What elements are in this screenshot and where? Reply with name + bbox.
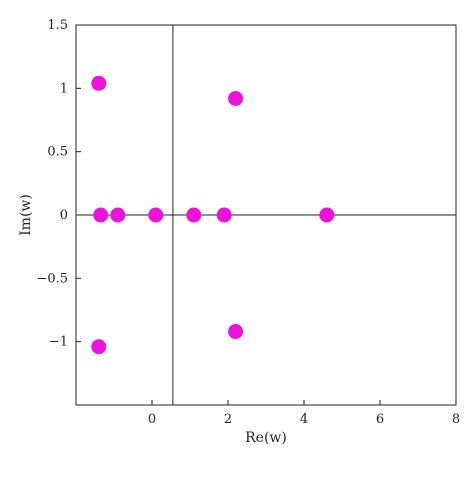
data-point <box>110 207 126 223</box>
y-tick-label: −1 <box>49 335 68 350</box>
x-tick-label: 4 <box>300 412 308 427</box>
data-point <box>93 207 109 223</box>
x-tick-label: 8 <box>452 412 460 427</box>
data-point <box>228 324 244 340</box>
x-tick-label: 0 <box>148 412 156 427</box>
y-tick-label: 1 <box>60 81 68 96</box>
y-tick-label: −0.5 <box>36 271 68 286</box>
x-tick-label: 2 <box>224 412 232 427</box>
y-tick-label: 0.5 <box>47 145 68 160</box>
data-points <box>91 75 335 355</box>
y-axis-ticks: −1 −0.5 0 0.5 1 1.5 <box>36 18 81 350</box>
y-tick-label: 1.5 <box>47 18 68 33</box>
data-point <box>216 207 232 223</box>
y-axis-title: Im(w) <box>18 194 34 236</box>
data-point <box>319 207 335 223</box>
x-axis-title: Re(w) <box>245 430 287 446</box>
data-point <box>91 75 107 91</box>
x-axis-ticks: 0 2 4 6 8 <box>148 400 460 427</box>
y-tick-label: 0 <box>60 208 68 223</box>
data-point <box>228 90 244 106</box>
x-tick-label: 6 <box>376 412 384 427</box>
data-point <box>186 207 202 223</box>
data-point <box>91 339 107 355</box>
data-point <box>148 207 164 223</box>
